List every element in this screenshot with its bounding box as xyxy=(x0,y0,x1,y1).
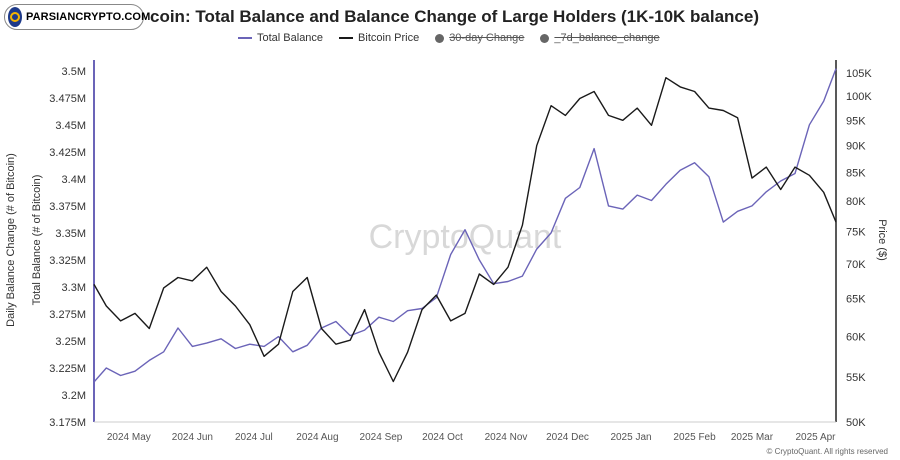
x-tick-label: 2025 Feb xyxy=(673,432,716,443)
left-tick-label: 3.475M xyxy=(49,93,86,105)
right-tick-label: 60K xyxy=(846,331,866,343)
x-tick-label: 2024 Sep xyxy=(360,432,403,443)
left-tick-label: 3.425M xyxy=(49,147,86,159)
x-tick-label: 2024 May xyxy=(107,432,151,443)
right-tick-label: 100K xyxy=(846,91,872,103)
left-tick-label: 3.3M xyxy=(62,282,86,294)
site-logo: PARSIANCRYPTO.COM xyxy=(4,4,150,30)
x-tick-label: 2025 Jan xyxy=(610,432,651,443)
x-tick-label: 2025 Apr xyxy=(795,432,836,443)
series-line-bitcoin-price xyxy=(93,76,837,383)
legend-line-icon xyxy=(339,37,354,39)
left-tick-label: 3.45M xyxy=(55,120,86,132)
right-tick-label: 75K xyxy=(846,226,866,238)
watermark: CryptoQuant xyxy=(369,218,562,256)
legend-label: _7d_balance_change xyxy=(554,32,660,44)
right-tick-label: 50K xyxy=(846,417,866,429)
left-tick-label: 3.275M xyxy=(49,309,86,321)
legend-item-30-day-change[interactable]: 30-day Change xyxy=(435,32,524,44)
left-tick-label: 3.35M xyxy=(55,228,86,240)
copyright-note: © CryptoQuant. All rights reserved xyxy=(767,447,889,456)
left-axis-label-inner: Total Balance (# of Bitcoin) xyxy=(31,175,43,306)
right-tick-label: 95K xyxy=(846,115,866,127)
series-line-total-balance xyxy=(93,68,837,383)
chart-legend: Total Balance Bitcoin Price 30-day Chang… xyxy=(238,32,676,44)
left-tick-label: 3.175M xyxy=(49,417,86,429)
legend-label: 30-day Change xyxy=(449,32,525,44)
right-tick-label: 65K xyxy=(846,294,866,306)
right-tick-label: 55K xyxy=(846,372,866,384)
x-tick-label: 2024 Jun xyxy=(172,432,213,443)
legend-item-7d-balance-change[interactable]: _7d_balance_change xyxy=(540,32,660,44)
legend-label: Total Balance xyxy=(257,32,324,44)
legend-label: Bitcoin Price xyxy=(358,32,420,44)
left-tick-label: 3.4M xyxy=(62,174,86,186)
left-tick-label: 3.5M xyxy=(62,66,86,78)
x-tick-label: 2024 Aug xyxy=(296,432,338,443)
right-tick-label: 80K xyxy=(846,196,866,208)
left-tick-label: 3.2M xyxy=(62,390,86,402)
left-axis-label-outer: Daily Balance Change (# of Bitcoin) xyxy=(5,153,17,327)
right-tick-label: 85K xyxy=(846,168,866,180)
x-tick-label: 2024 Nov xyxy=(485,432,528,443)
logo-text: PARSIANCRYPTO.COM xyxy=(26,11,151,23)
left-tick-label: 3.25M xyxy=(55,336,86,348)
left-tick-label: 3.325M xyxy=(49,255,86,267)
chart-title: coin: Total Balance and Balance Change o… xyxy=(150,7,759,26)
x-tick-label: 2025 Mar xyxy=(731,432,774,443)
legend-line-icon xyxy=(238,37,252,39)
x-tick-label: 2024 Jul xyxy=(235,432,273,443)
x-tick-label: 2024 Dec xyxy=(546,432,589,443)
legend-dot-icon xyxy=(435,33,445,43)
right-tick-label: 70K xyxy=(846,259,866,271)
logo-mark-icon xyxy=(8,7,22,27)
left-tick-label: 3.225M xyxy=(49,363,86,375)
legend-item-bitcoin-price[interactable]: Bitcoin Price xyxy=(339,32,419,44)
right-tick-label: 90K xyxy=(846,141,866,153)
x-tick-label: 2024 Oct xyxy=(422,432,463,443)
right-axis-label: Price ($) xyxy=(876,219,888,261)
legend-dot-icon xyxy=(540,33,550,43)
left-tick-label: 3.375M xyxy=(49,201,86,213)
legend-item-total-balance[interactable]: Total Balance xyxy=(238,32,323,44)
right-tick-label: 105K xyxy=(846,68,872,80)
